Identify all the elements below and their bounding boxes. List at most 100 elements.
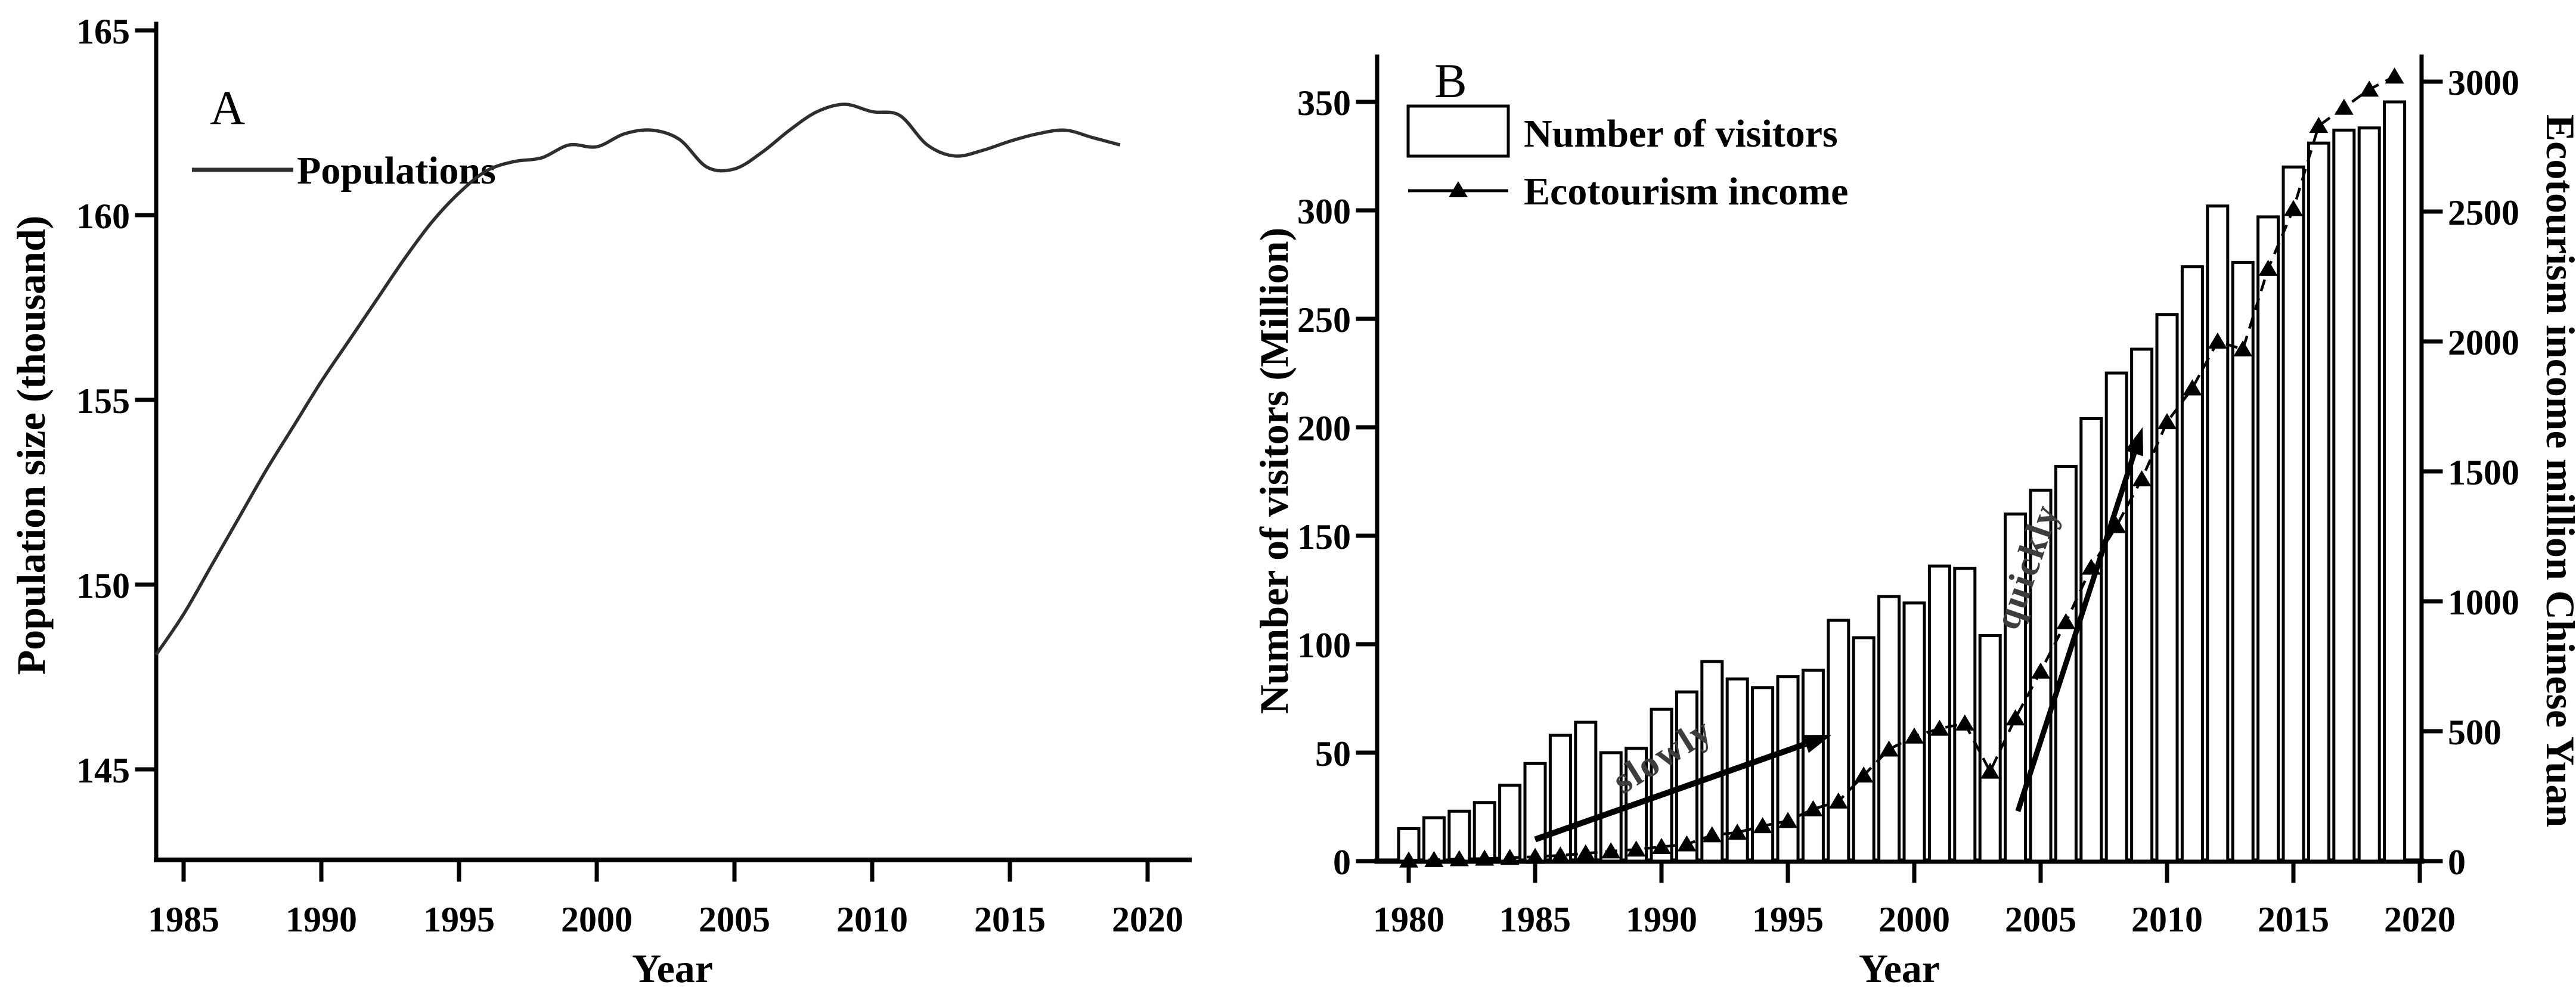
panel-b-x-tick-label: 2015	[2258, 900, 2329, 939]
panel-b-right-axis-title: Ecotourism income million Chinese Yuan	[2538, 114, 2576, 827]
income-triangle-marker	[2132, 470, 2152, 487]
visitors-bars	[1397, 100, 2407, 863]
panel-b-right-tick-label: 1500	[2448, 453, 2519, 492]
visitors-bar	[1927, 564, 1951, 863]
visitors-bar	[1751, 686, 1775, 863]
panel-a-y-tick-label: 165	[76, 12, 130, 51]
visitors-bar	[2281, 165, 2305, 863]
visitors-bar	[1548, 734, 1572, 863]
income-triangle-marker	[2031, 662, 2050, 679]
income-markers	[1399, 67, 2404, 868]
panel-b-label: B	[1434, 54, 1467, 108]
visitors-bar	[1953, 567, 1977, 863]
panel-b-right-tick-label: 0	[2448, 843, 2466, 882]
income-triangle-marker	[1905, 727, 1924, 744]
panel-a-x-tick-label: 2015	[974, 900, 1046, 939]
income-triangle-marker	[1424, 850, 1444, 867]
panel-b-legend: Number of visitors Ecotourism income	[1406, 104, 1848, 213]
visitors-bar	[2180, 265, 2204, 863]
visitors-bar	[2256, 215, 2280, 863]
panel-b-x-axis-title: Year	[1859, 946, 1940, 991]
income-triangle-marker	[1828, 792, 1848, 809]
visitors-bar	[2357, 126, 2381, 863]
income-triangle-marker	[1449, 850, 1469, 866]
income-triangle-marker	[2056, 613, 2076, 629]
income-triangle-marker	[2334, 98, 2354, 115]
income-triangle-marker	[2107, 517, 2126, 533]
income-triangle-marker	[2183, 379, 2202, 396]
visitors-bar	[2206, 204, 2230, 863]
income-triangle-marker	[1551, 846, 1570, 863]
panel-b-left-tick-label: 150	[1297, 517, 1351, 557]
income-triangle-marker	[2309, 117, 2329, 133]
visitors-bar	[2130, 347, 2154, 863]
panel-a-y-tick-label: 160	[76, 197, 130, 236]
panel-a-x-tick-label: 2010	[836, 900, 908, 939]
visitors-bar	[1978, 633, 2002, 863]
panel-b-left-axis-title: Number of visitors (Million)	[1251, 228, 1297, 715]
visitors-bar	[1776, 675, 1800, 863]
legend-income-triangle-icon	[1449, 181, 1468, 197]
visitors-bar	[1498, 784, 1522, 863]
panel-a-x-tick-label: 2000	[561, 900, 633, 939]
panel-b-left-tick-label: 0	[1333, 843, 1351, 882]
panel-b-x-tick-label: 2005	[2005, 900, 2076, 939]
population-line	[154, 103, 1121, 656]
income-triangle-marker	[1475, 849, 1495, 866]
income-triangle-marker	[1778, 812, 1797, 828]
panel-b-left-tick-label: 350	[1297, 83, 1351, 123]
panel-a: 145 150 155 160 165 1985 1990 1995 2000 2005 2010 2…	[8, 12, 1192, 991]
panel-b-right-tick-label: 2500	[2448, 193, 2519, 232]
panel-b-left-tick-label: 200	[1297, 409, 1351, 448]
income-triangle-marker	[1702, 826, 1722, 843]
panel-a-x-tick-label: 2005	[699, 900, 770, 939]
panel-a-x-tick-label: 1990	[286, 900, 357, 939]
panel-a-label: A	[210, 80, 245, 135]
panel-b-x-tick-label: 1980	[1373, 900, 1444, 939]
panel-b-x-tick-label: 2010	[2131, 900, 2203, 939]
income-triangle-marker	[1652, 838, 1671, 855]
income-line	[1408, 75, 2395, 862]
visitors-bar	[2079, 417, 2103, 863]
income-triangle-marker	[2233, 340, 2253, 357]
income-triangle-marker	[1803, 800, 1823, 816]
panel-b-x-tick-label: 1985	[1499, 900, 1571, 939]
visitors-bar	[1827, 619, 1850, 863]
panel-a-x-tick-label: 2020	[1112, 900, 1183, 939]
legend-visitors-label: Number of visitors	[1524, 112, 1838, 156]
income-triangle-marker	[2208, 333, 2227, 349]
income-triangle-marker	[1930, 719, 1949, 736]
slowly-arrow-head	[1802, 735, 1832, 753]
panel-a-legend: Populations	[192, 149, 496, 192]
income-triangle-marker	[1879, 740, 1899, 757]
income-triangle-marker	[1601, 842, 1621, 859]
legend-visitors-swatch	[1406, 104, 1510, 158]
visitors-bar	[1877, 595, 1901, 863]
panel-b-x-tick-label: 2000	[1878, 900, 1950, 939]
visitors-bar	[2231, 260, 2255, 863]
income-triangle-marker	[1626, 840, 1646, 857]
panel-b-x-tick-label: 2020	[2384, 900, 2456, 939]
panel-b-right-tick-label: 1000	[2448, 583, 2519, 622]
income-triangle-marker	[2385, 67, 2404, 84]
panel-a-x-tick-label: 1985	[148, 900, 219, 939]
income-triangle-marker	[1677, 835, 1697, 852]
income-triangle-marker	[2081, 558, 2101, 575]
visitors-bar	[1574, 720, 1598, 863]
income-triangle-marker	[1526, 847, 1545, 864]
panel-b-left-tick-label: 100	[1297, 626, 1351, 665]
visitors-bar	[1650, 707, 1673, 863]
panel-b-x-tick-label: 1990	[1626, 900, 1697, 939]
income-triangle-marker	[1980, 762, 2000, 779]
panel-a-y-axis-title: Population size (thousand)	[8, 216, 54, 675]
panel-b-right-tick-label: 3000	[2448, 63, 2519, 103]
panel-b-right-tick-label: 500	[2448, 713, 2501, 752]
visitors-bar	[2383, 100, 2407, 863]
visitors-bar	[1801, 669, 1825, 863]
panel-b-right-tick-label: 2000	[2448, 323, 2519, 362]
visitors-bar	[2155, 313, 2179, 863]
panel-b: 0 50 100 150 200 250 300 350 0 500 1000 1500 2000 250…	[1251, 54, 2576, 991]
panel-a-y-tick-label: 145	[76, 751, 130, 790]
